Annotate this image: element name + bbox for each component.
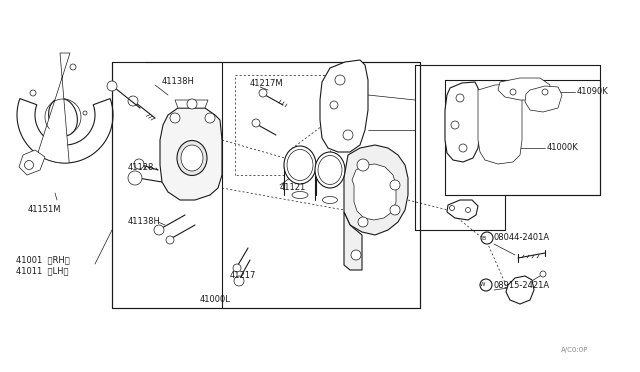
Circle shape [252,119,260,127]
Text: 41001  〈RH〉: 41001 〈RH〉 [16,256,70,264]
Circle shape [166,236,174,244]
Circle shape [170,113,180,123]
Circle shape [330,101,338,109]
Ellipse shape [177,141,207,176]
Text: 41090K: 41090K [577,87,609,96]
Ellipse shape [323,196,337,203]
Text: B: B [482,235,486,241]
Circle shape [83,111,87,115]
Ellipse shape [292,192,308,199]
Circle shape [449,205,454,211]
Polygon shape [445,82,480,162]
Polygon shape [447,200,478,220]
Circle shape [154,225,164,235]
Text: 41011  〈LH〉: 41011 〈LH〉 [16,266,68,276]
Circle shape [107,81,117,91]
Circle shape [465,208,470,212]
Polygon shape [160,108,222,200]
Circle shape [134,159,144,169]
Circle shape [24,160,33,170]
Circle shape [205,113,215,123]
Polygon shape [525,86,562,112]
Circle shape [30,90,36,96]
Circle shape [390,180,400,190]
Ellipse shape [318,155,342,185]
Ellipse shape [181,145,203,171]
Polygon shape [17,99,113,163]
Text: 08915-2421A: 08915-2421A [493,280,549,289]
Circle shape [540,271,546,277]
Text: 41151M: 41151M [28,205,61,215]
Ellipse shape [315,152,345,188]
Text: 08044-2401A: 08044-2401A [494,234,550,243]
Circle shape [357,159,369,171]
Circle shape [187,99,197,109]
Text: 41128: 41128 [128,164,154,173]
Polygon shape [320,60,368,152]
Circle shape [128,171,142,185]
Circle shape [481,232,493,244]
Text: 41000K: 41000K [547,144,579,153]
Circle shape [128,96,138,106]
Polygon shape [38,53,70,163]
Text: 41121: 41121 [280,183,307,192]
Polygon shape [498,78,550,100]
Circle shape [234,276,244,286]
Ellipse shape [49,98,77,136]
Circle shape [456,94,464,102]
Text: 41000L: 41000L [200,295,230,305]
Circle shape [459,144,467,152]
Polygon shape [344,212,362,270]
Circle shape [70,64,76,70]
Polygon shape [506,276,534,304]
Text: W: W [480,282,486,288]
Ellipse shape [284,146,316,184]
Circle shape [451,121,459,129]
Circle shape [335,75,345,85]
Circle shape [259,89,267,97]
Polygon shape [478,84,522,164]
Circle shape [480,279,492,291]
Circle shape [390,205,400,215]
Text: 41217: 41217 [230,270,257,279]
Circle shape [343,130,353,140]
Circle shape [358,217,368,227]
Text: 41138H: 41138H [162,77,195,87]
Circle shape [510,89,516,95]
Polygon shape [19,150,45,175]
Ellipse shape [287,150,313,180]
Text: 41217M: 41217M [250,78,284,87]
Circle shape [233,264,241,272]
Circle shape [542,89,548,95]
Polygon shape [175,100,208,108]
Text: 41138H: 41138H [128,218,161,227]
Polygon shape [344,145,408,235]
Polygon shape [352,164,396,220]
Text: A/C0:0P: A/C0:0P [561,347,589,353]
Circle shape [351,250,361,260]
